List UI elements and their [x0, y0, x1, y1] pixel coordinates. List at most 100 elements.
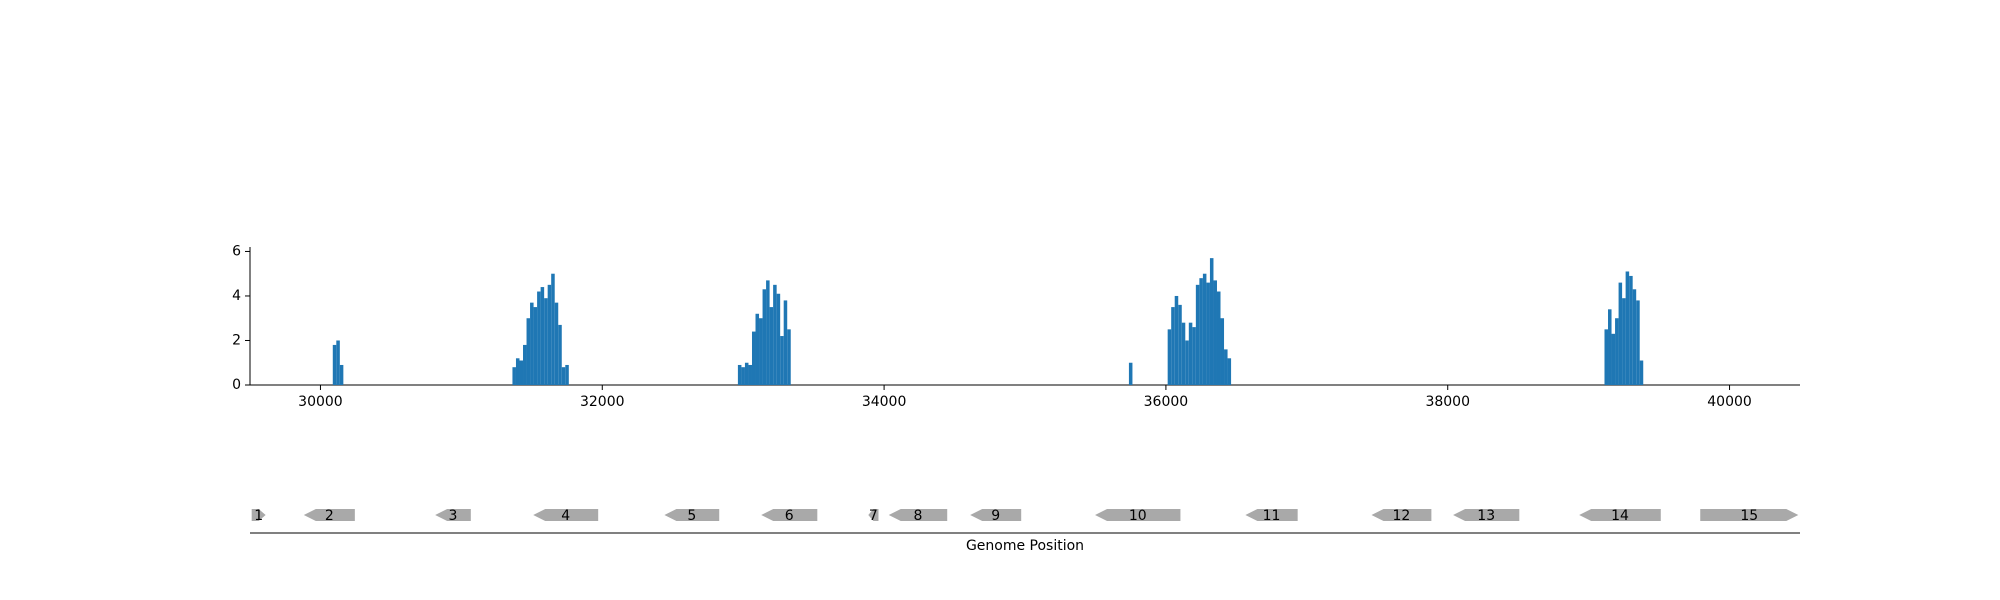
bar — [1608, 309, 1612, 385]
y-tick-label: 6 — [232, 243, 241, 259]
gene-arrow — [251, 509, 266, 521]
gene-label: 14 — [1611, 508, 1629, 524]
gene-label: 13 — [1477, 508, 1495, 524]
x-tick-label: 34000 — [862, 394, 907, 410]
gene-arrow — [664, 509, 720, 521]
bar — [519, 360, 524, 385]
bar — [332, 344, 337, 385]
x-tick-label: 38000 — [1425, 394, 1470, 410]
bar — [1611, 333, 1616, 385]
bar — [780, 336, 784, 385]
y-tick-label: 0 — [232, 377, 241, 393]
bar — [551, 273, 555, 385]
bar — [1227, 358, 1232, 385]
bar — [565, 364, 569, 385]
gene-arrow — [761, 509, 818, 521]
bar — [762, 289, 767, 385]
gene-label: 10 — [1129, 508, 1147, 524]
bar — [1178, 304, 1182, 385]
bar — [1199, 278, 1203, 385]
bar — [783, 300, 788, 385]
x-tick-label: 40000 — [1707, 394, 1752, 410]
gene-arrow — [1371, 509, 1432, 521]
gene-label: 6 — [785, 508, 794, 524]
bar — [336, 340, 340, 385]
x-tick-label: 32000 — [580, 394, 625, 410]
bar — [1188, 322, 1193, 385]
gene-arrow — [1095, 509, 1181, 521]
bar — [544, 298, 548, 385]
bar — [1192, 327, 1196, 385]
bar — [547, 284, 552, 385]
y-tick-label: 4 — [232, 288, 241, 304]
bar — [561, 367, 566, 385]
bar — [1209, 258, 1214, 385]
bar — [1632, 289, 1637, 385]
gene-arrow — [970, 509, 1022, 521]
gene-label: 2 — [325, 508, 334, 524]
bar — [540, 287, 545, 385]
bar — [1615, 318, 1619, 385]
bar — [554, 302, 559, 385]
bar — [773, 284, 777, 385]
bar — [339, 364, 344, 385]
bar — [533, 307, 538, 385]
bar — [1220, 318, 1225, 385]
gene-label: 9 — [991, 508, 1000, 524]
gene-label: 5 — [687, 508, 696, 524]
bar — [748, 364, 752, 385]
bar — [537, 291, 541, 385]
bar — [1622, 298, 1626, 385]
bar — [759, 318, 763, 385]
gene-label: 11 — [1263, 508, 1281, 524]
gene-label: 15 — [1740, 508, 1758, 524]
y-tick-label: 2 — [232, 332, 241, 348]
bar — [1604, 329, 1609, 385]
x-tick-label: 30000 — [298, 394, 343, 410]
bar — [1128, 362, 1133, 385]
gene-label: 4 — [561, 508, 570, 524]
bar — [1625, 271, 1630, 385]
bar — [776, 293, 781, 385]
bar — [769, 307, 774, 385]
bar — [741, 367, 745, 385]
bar — [737, 364, 742, 385]
bar — [1167, 329, 1172, 385]
bar — [1181, 322, 1186, 385]
gene-arrow — [533, 509, 599, 521]
bar — [1185, 340, 1189, 385]
gene-arrow — [303, 509, 355, 521]
gene-label: 7 — [869, 508, 878, 524]
bar — [1636, 300, 1640, 385]
bar — [1213, 280, 1217, 385]
bar — [787, 329, 791, 385]
gene-arrow — [888, 509, 948, 521]
bar — [1618, 282, 1623, 385]
bar — [1216, 291, 1221, 385]
gene-label: 12 — [1393, 508, 1411, 524]
gene-arrow — [435, 509, 471, 521]
bar — [515, 358, 520, 385]
bar — [1202, 273, 1207, 385]
bar — [1629, 275, 1633, 385]
bar — [1174, 295, 1179, 385]
bar — [526, 318, 531, 385]
bar — [558, 324, 562, 385]
bar — [766, 280, 770, 385]
gene-arrow — [868, 509, 879, 521]
x-tick-label: 36000 — [1144, 394, 1189, 410]
bar — [1639, 360, 1644, 385]
bar — [744, 362, 749, 385]
bar — [530, 302, 534, 385]
bar — [1195, 284, 1200, 385]
bar — [512, 367, 516, 385]
bar — [1171, 307, 1175, 385]
gene-arrow — [1245, 509, 1298, 521]
gene-label: 3 — [449, 508, 458, 524]
bar — [755, 313, 760, 385]
bar — [1224, 349, 1228, 385]
bar — [751, 331, 756, 385]
gene-arrow — [1579, 509, 1661, 521]
gene-label: 8 — [914, 508, 923, 524]
